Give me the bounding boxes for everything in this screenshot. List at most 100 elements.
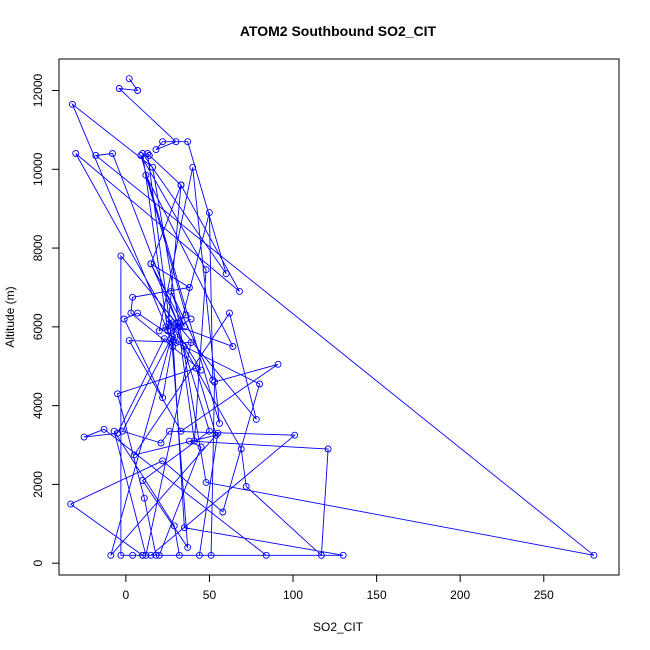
data-point [291, 431, 299, 439]
y-tick-label: 2000 [31, 471, 45, 498]
data-point [180, 343, 188, 350]
y-axis: 0 2000 4000 6000 8000 10000 12000 [31, 74, 60, 567]
y-tick-label: 6000 [31, 313, 45, 340]
data-point [125, 75, 133, 83]
data-point [256, 380, 264, 388]
data-point [195, 551, 203, 559]
data-point [242, 482, 250, 490]
data-point [175, 551, 183, 559]
data-point [120, 315, 128, 323]
data-point [130, 451, 138, 459]
data-point [274, 360, 282, 368]
data-point [147, 260, 155, 268]
y-tick-label: 4000 [31, 392, 45, 419]
data-point [159, 138, 167, 146]
data-point [159, 457, 167, 465]
x-tick-label: 200 [450, 588, 470, 602]
data-point [189, 163, 197, 171]
data-point [170, 522, 178, 530]
data-point [226, 309, 233, 317]
data-point [167, 287, 175, 295]
y-tick-label: 10000 [31, 152, 45, 186]
data-point [212, 431, 220, 439]
x-tick-label: 150 [367, 588, 387, 602]
chart-title: ATOM2 Southbound SO2_CIT [240, 23, 437, 39]
data-point [175, 323, 183, 331]
data-point [134, 87, 142, 94]
x-axis: 0 50 100 150 200 250 [123, 574, 554, 602]
y-tick-label: 12000 [31, 74, 45, 108]
data-point [149, 163, 157, 171]
data-point [209, 376, 217, 384]
data-point [164, 327, 172, 335]
data-point [177, 427, 185, 435]
data-point [107, 551, 115, 559]
data-point [211, 378, 218, 386]
data-point [236, 287, 243, 295]
y-axis-label: Altitude (m) [3, 286, 17, 347]
data-point [177, 181, 185, 189]
data-point [229, 343, 237, 350]
data-point [324, 445, 332, 453]
x-tick-label: 100 [283, 588, 303, 602]
data-point [339, 551, 347, 559]
data-point [172, 138, 180, 146]
x-tick-label: 0 [123, 588, 130, 602]
data-point [100, 425, 108, 433]
data-point [139, 551, 147, 559]
data-point [127, 309, 135, 317]
data-point [262, 551, 270, 559]
data-point [205, 209, 213, 217]
data-point [129, 551, 137, 559]
data-point [317, 551, 325, 559]
data-point [167, 335, 175, 343]
data-point [147, 551, 155, 559]
data-point [117, 551, 125, 559]
data-point [167, 327, 175, 335]
data-point [187, 315, 195, 323]
data-point [117, 252, 125, 260]
data-point [72, 150, 80, 157]
data-point [219, 508, 227, 516]
data-point [134, 309, 142, 317]
data-point [184, 543, 192, 551]
y-tick-label: 0 [31, 560, 45, 567]
data-point [114, 390, 121, 398]
data-point [190, 437, 198, 445]
data-point [252, 415, 260, 423]
data-point [187, 339, 195, 347]
x-tick-label: 250 [534, 588, 554, 602]
data-point [197, 443, 205, 451]
data-point [202, 266, 210, 274]
data-point [109, 150, 116, 157]
data-point [180, 323, 188, 331]
data-point [140, 494, 148, 502]
data-point [68, 100, 76, 108]
data-point [125, 337, 133, 345]
data-point [165, 427, 173, 435]
data-point [155, 327, 163, 335]
x-axis-label: SO2_CIT [313, 620, 364, 634]
data-point [214, 429, 222, 437]
data-point [139, 477, 147, 484]
data-point [152, 146, 160, 154]
data-point [155, 551, 163, 559]
data-point [152, 551, 160, 559]
data-point [172, 319, 180, 327]
series-line [69, 78, 595, 557]
data-point [207, 551, 215, 559]
data-point [160, 335, 168, 343]
data-point [145, 152, 153, 159]
data-point [159, 394, 167, 402]
data-point [185, 284, 193, 291]
data-point [216, 419, 223, 427]
x-tick-label: 50 [203, 588, 217, 602]
data-point [590, 551, 598, 559]
data-point [165, 315, 173, 323]
data-point [142, 551, 150, 559]
data-point [185, 437, 193, 445]
data-point [129, 293, 137, 301]
data-point [184, 138, 192, 146]
